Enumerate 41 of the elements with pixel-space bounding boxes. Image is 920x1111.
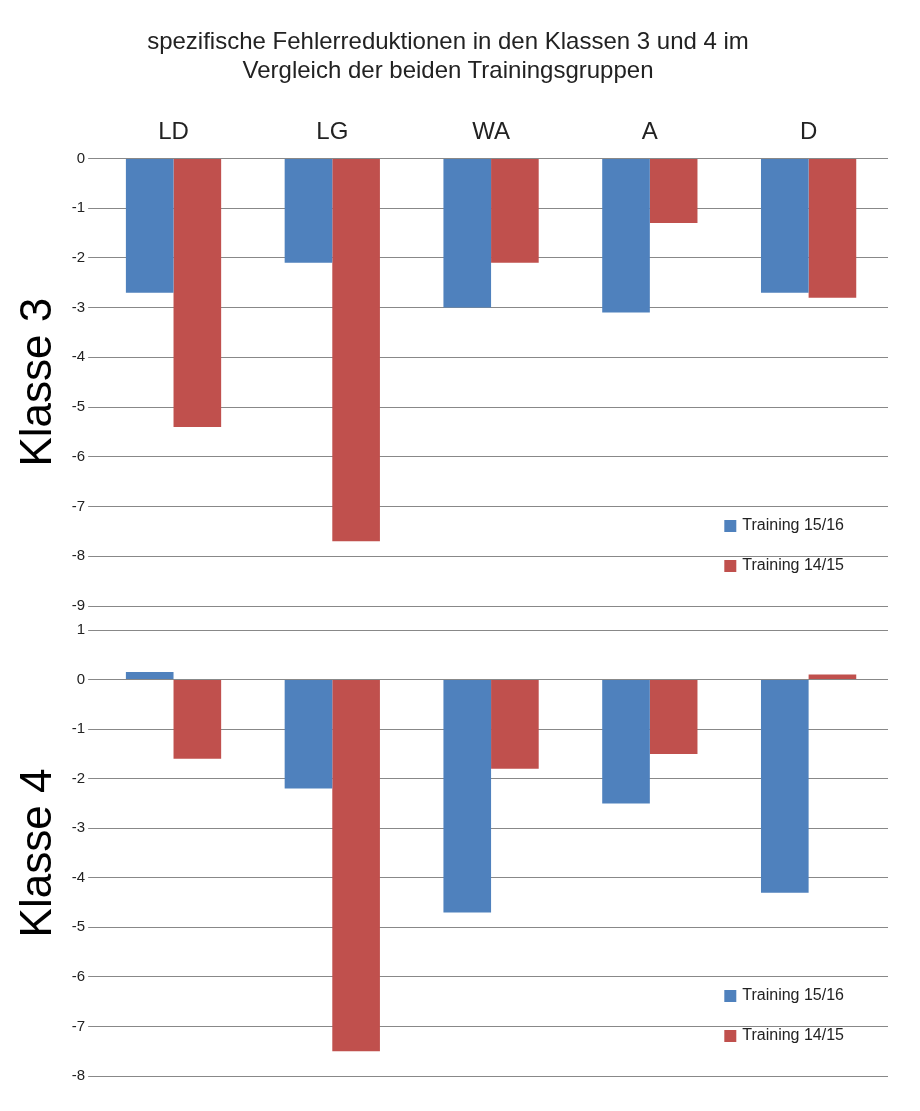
x-tick-label: LD xyxy=(158,116,189,144)
chart-title: spezifische Fehlerreduktionen in den Klassen 3 und 4 im Vergleich der beiden Trainingsgruppen xyxy=(147,27,749,83)
y-tick-label: 0 xyxy=(76,148,86,166)
y-axis-title: Klasse 3 xyxy=(10,297,60,467)
legend-label: Training 14/15 xyxy=(742,556,845,574)
y-tick-label: -4 xyxy=(71,347,86,365)
y-tick-label: -3 xyxy=(71,297,86,315)
bar xyxy=(125,672,174,680)
y-tick-label: -5 xyxy=(71,397,86,415)
y-tick-label: -5 xyxy=(71,917,86,935)
y-tick-label: -7 xyxy=(71,496,86,514)
y-tick-label: -6 xyxy=(71,446,86,464)
bar xyxy=(332,680,380,1052)
x-tick-label: WA xyxy=(472,116,510,144)
bar xyxy=(284,680,333,789)
x-tick-label: A xyxy=(641,116,658,144)
y-tick-label: -2 xyxy=(71,768,86,786)
legend-label: Training 15/16 xyxy=(742,516,845,534)
x-tick-label: D xyxy=(799,116,818,144)
y-tick-label: -7 xyxy=(71,1016,86,1034)
y-tick-label: -4 xyxy=(71,867,86,885)
bar xyxy=(173,680,222,759)
bar xyxy=(602,680,650,804)
x-tick-label: LG xyxy=(316,116,349,144)
legend-label: Training 14/15 xyxy=(742,1026,845,1044)
y-tick-label: 1 xyxy=(76,620,86,638)
bar xyxy=(491,680,539,769)
bar xyxy=(760,680,809,893)
bar xyxy=(443,680,492,913)
y-tick-label: -8 xyxy=(71,1066,86,1084)
legend-label: Training 15/16 xyxy=(742,986,845,1004)
y-tick-label: -9 xyxy=(71,596,86,614)
bar xyxy=(649,680,698,754)
y-tick-label: -8 xyxy=(71,546,86,564)
y-tick-label: -6 xyxy=(71,967,86,985)
y-tick-label: -2 xyxy=(71,248,86,266)
y-tick-label: -1 xyxy=(71,719,86,737)
y-axis-title: Klasse 4 xyxy=(10,768,60,938)
y-tick-label: -1 xyxy=(71,198,86,216)
y-tick-label: -3 xyxy=(71,818,86,836)
y-tick-label: 0 xyxy=(76,669,86,687)
